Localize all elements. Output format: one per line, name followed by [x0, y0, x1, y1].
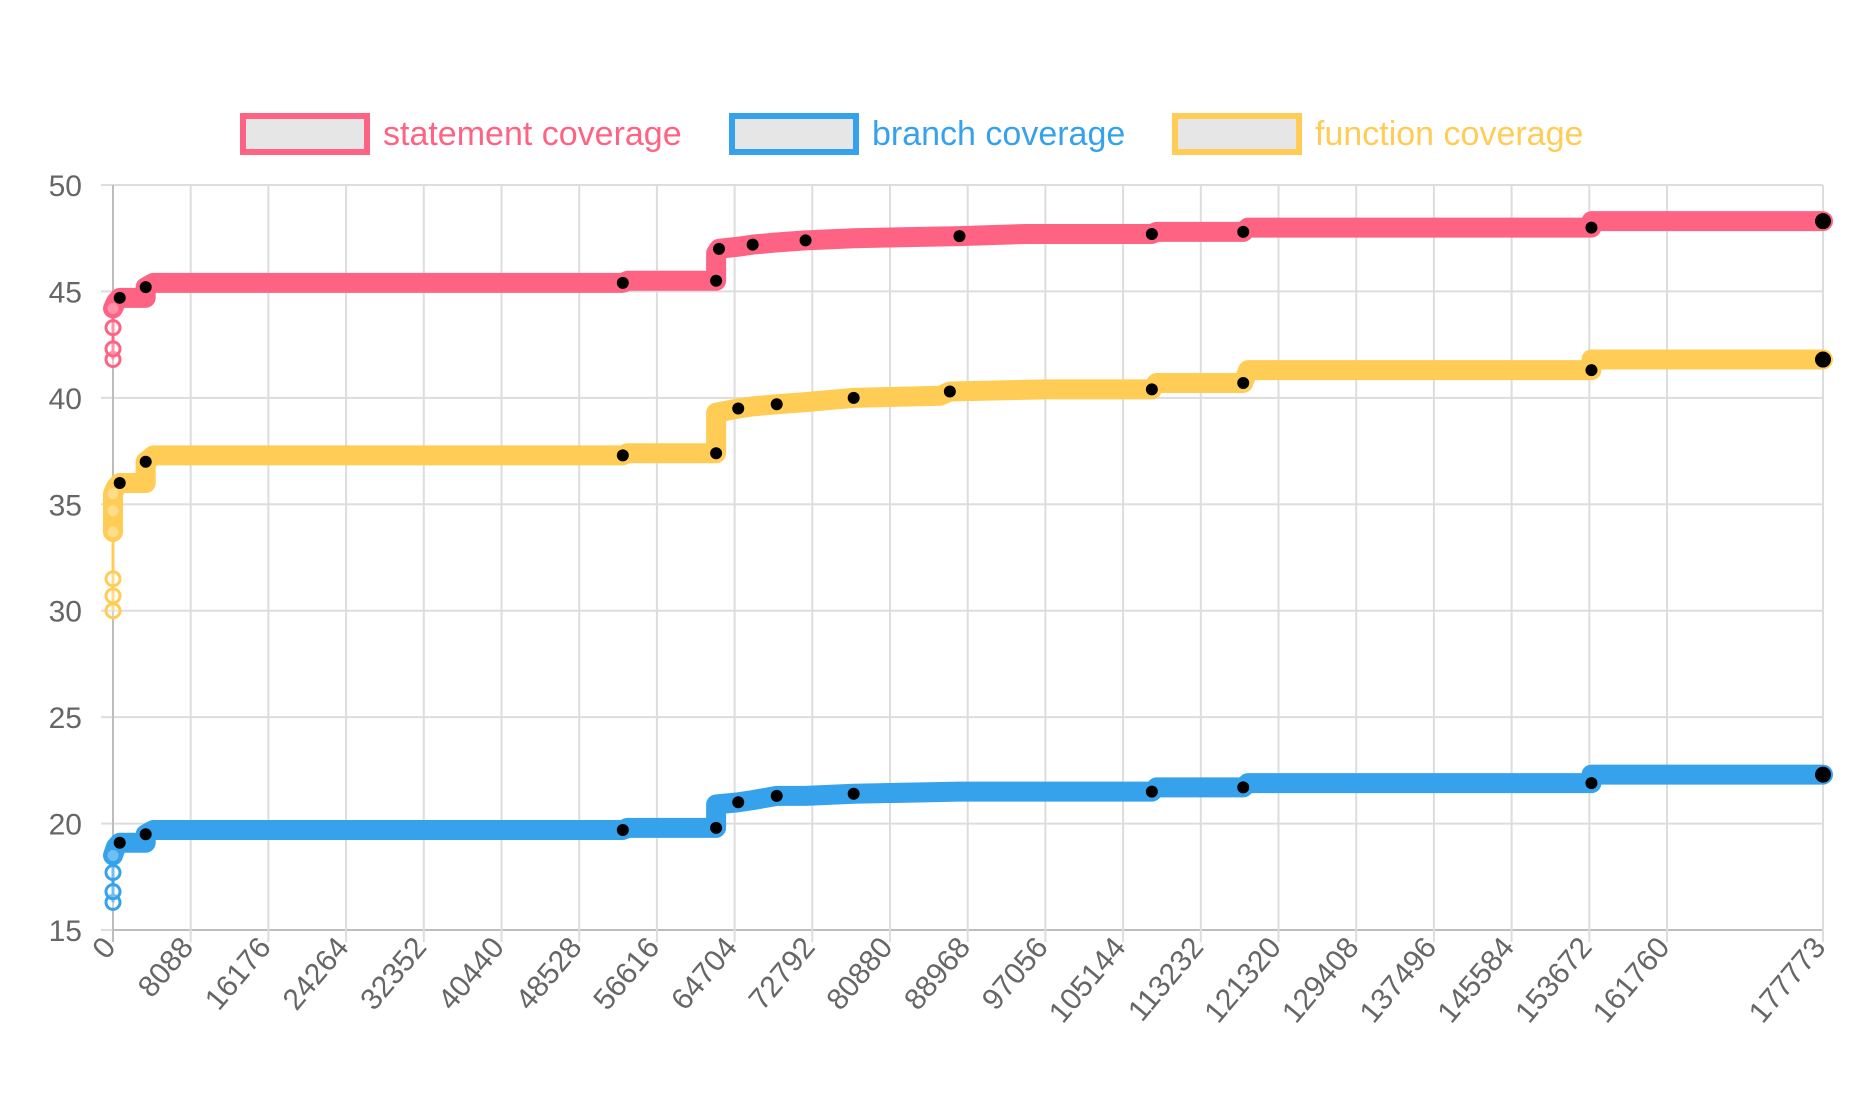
legend-label: function coverage — [1315, 115, 1583, 153]
data-point — [1815, 351, 1831, 368]
data-point — [616, 823, 629, 836]
x-tick-label: 129408 — [1276, 931, 1366, 1029]
axes: 15 20 25 30 35 40 45 50 0 80881617624264323524044… — [49, 170, 1833, 1029]
data-point — [104, 587, 122, 605]
grid — [101, 184, 1824, 942]
data-point — [104, 485, 122, 503]
y-tick-label: 50 — [49, 170, 82, 203]
x-tick-label: 97056 — [976, 931, 1055, 1016]
data-point — [1815, 766, 1831, 783]
data-point — [1145, 227, 1158, 240]
x-tick-label: 113232 — [1122, 931, 1210, 1027]
data-point — [113, 836, 126, 849]
data-point — [139, 828, 152, 841]
data-point — [943, 385, 956, 398]
data-point — [616, 276, 629, 289]
series-layer — [103, 211, 1833, 911]
x-tick-label: 16176 — [199, 931, 278, 1016]
x-tick-label: 56616 — [587, 931, 666, 1016]
x-tick-label: 48528 — [510, 931, 589, 1016]
data-point — [847, 787, 860, 800]
x-tick-label: 32352 — [354, 931, 433, 1016]
data-point — [104, 523, 122, 541]
x-tick-label: 24264 — [277, 931, 356, 1016]
x-tick-label: 177773 — [1743, 931, 1833, 1029]
data-point — [953, 230, 966, 243]
data-point — [1237, 781, 1250, 794]
x-tick-label: 0 — [86, 931, 122, 965]
data-point — [712, 242, 725, 255]
data-point — [1585, 221, 1598, 234]
y-tick-label: 40 — [49, 383, 82, 416]
data-point — [732, 402, 745, 415]
y-tick-label: 20 — [49, 809, 82, 842]
x-tick-label: 64704 — [665, 931, 744, 1016]
legend-swatch — [240, 113, 370, 155]
y-tick-label: 30 — [49, 596, 82, 629]
data-point — [1237, 225, 1250, 238]
data-point — [113, 477, 126, 489]
data-point — [104, 340, 122, 358]
x-tick-label: 88968 — [898, 931, 977, 1016]
data-point — [847, 391, 860, 404]
data-point — [104, 319, 122, 337]
x-tick-label: 137496 — [1354, 931, 1444, 1029]
data-point — [799, 234, 812, 247]
x-tick-label: 72792 — [743, 931, 822, 1016]
data-point — [104, 299, 122, 317]
data-point — [104, 602, 122, 620]
data-point — [104, 883, 122, 901]
x-tick-label: 121320 — [1198, 931, 1288, 1029]
legend-label: statement coverage — [383, 115, 682, 153]
data-point — [113, 291, 126, 304]
legend-swatch — [729, 113, 859, 155]
data-point — [1585, 364, 1598, 377]
data-point — [1237, 376, 1250, 389]
x-tick-label: 153672 — [1509, 931, 1599, 1029]
x-tick-label: 161760 — [1587, 931, 1677, 1029]
data-point — [1585, 777, 1598, 790]
data-point — [732, 796, 745, 809]
data-point — [710, 447, 723, 460]
x-tick-label: 8088 — [132, 931, 200, 1003]
data-point — [746, 238, 759, 251]
data-point — [104, 847, 122, 864]
legend[interactable]: statement coverage branch coverage functio… — [240, 113, 1583, 155]
data-point — [616, 449, 629, 462]
data-point — [770, 398, 783, 411]
data-point — [1145, 785, 1158, 798]
series-band — [103, 349, 1833, 542]
data-point — [104, 502, 122, 520]
x-tick-label: 80880 — [820, 931, 899, 1016]
legend-item[interactable]: function coverage — [1172, 113, 1583, 155]
data-point — [710, 821, 723, 834]
data-point — [1145, 383, 1158, 396]
legend-item[interactable]: statement coverage — [240, 113, 682, 155]
data-point — [139, 281, 152, 294]
data-point — [139, 455, 152, 468]
data-point — [1815, 213, 1831, 230]
x-tick-label: 145584 — [1431, 931, 1521, 1029]
y-tick-label: 35 — [49, 489, 82, 522]
data-point — [710, 274, 723, 287]
legend-label: branch coverage — [872, 115, 1125, 153]
data-point — [104, 864, 122, 882]
y-tick-label: 25 — [49, 702, 82, 735]
x-tick-label: 105144 — [1043, 931, 1133, 1029]
y-tick-label: 45 — [49, 276, 82, 309]
x-tick-label: 40440 — [432, 931, 511, 1016]
data-point — [104, 570, 122, 588]
legend-item[interactable]: branch coverage — [729, 113, 1125, 155]
legend-swatch — [1172, 113, 1302, 155]
y-tick-label: 15 — [49, 915, 82, 948]
data-point — [770, 789, 783, 802]
